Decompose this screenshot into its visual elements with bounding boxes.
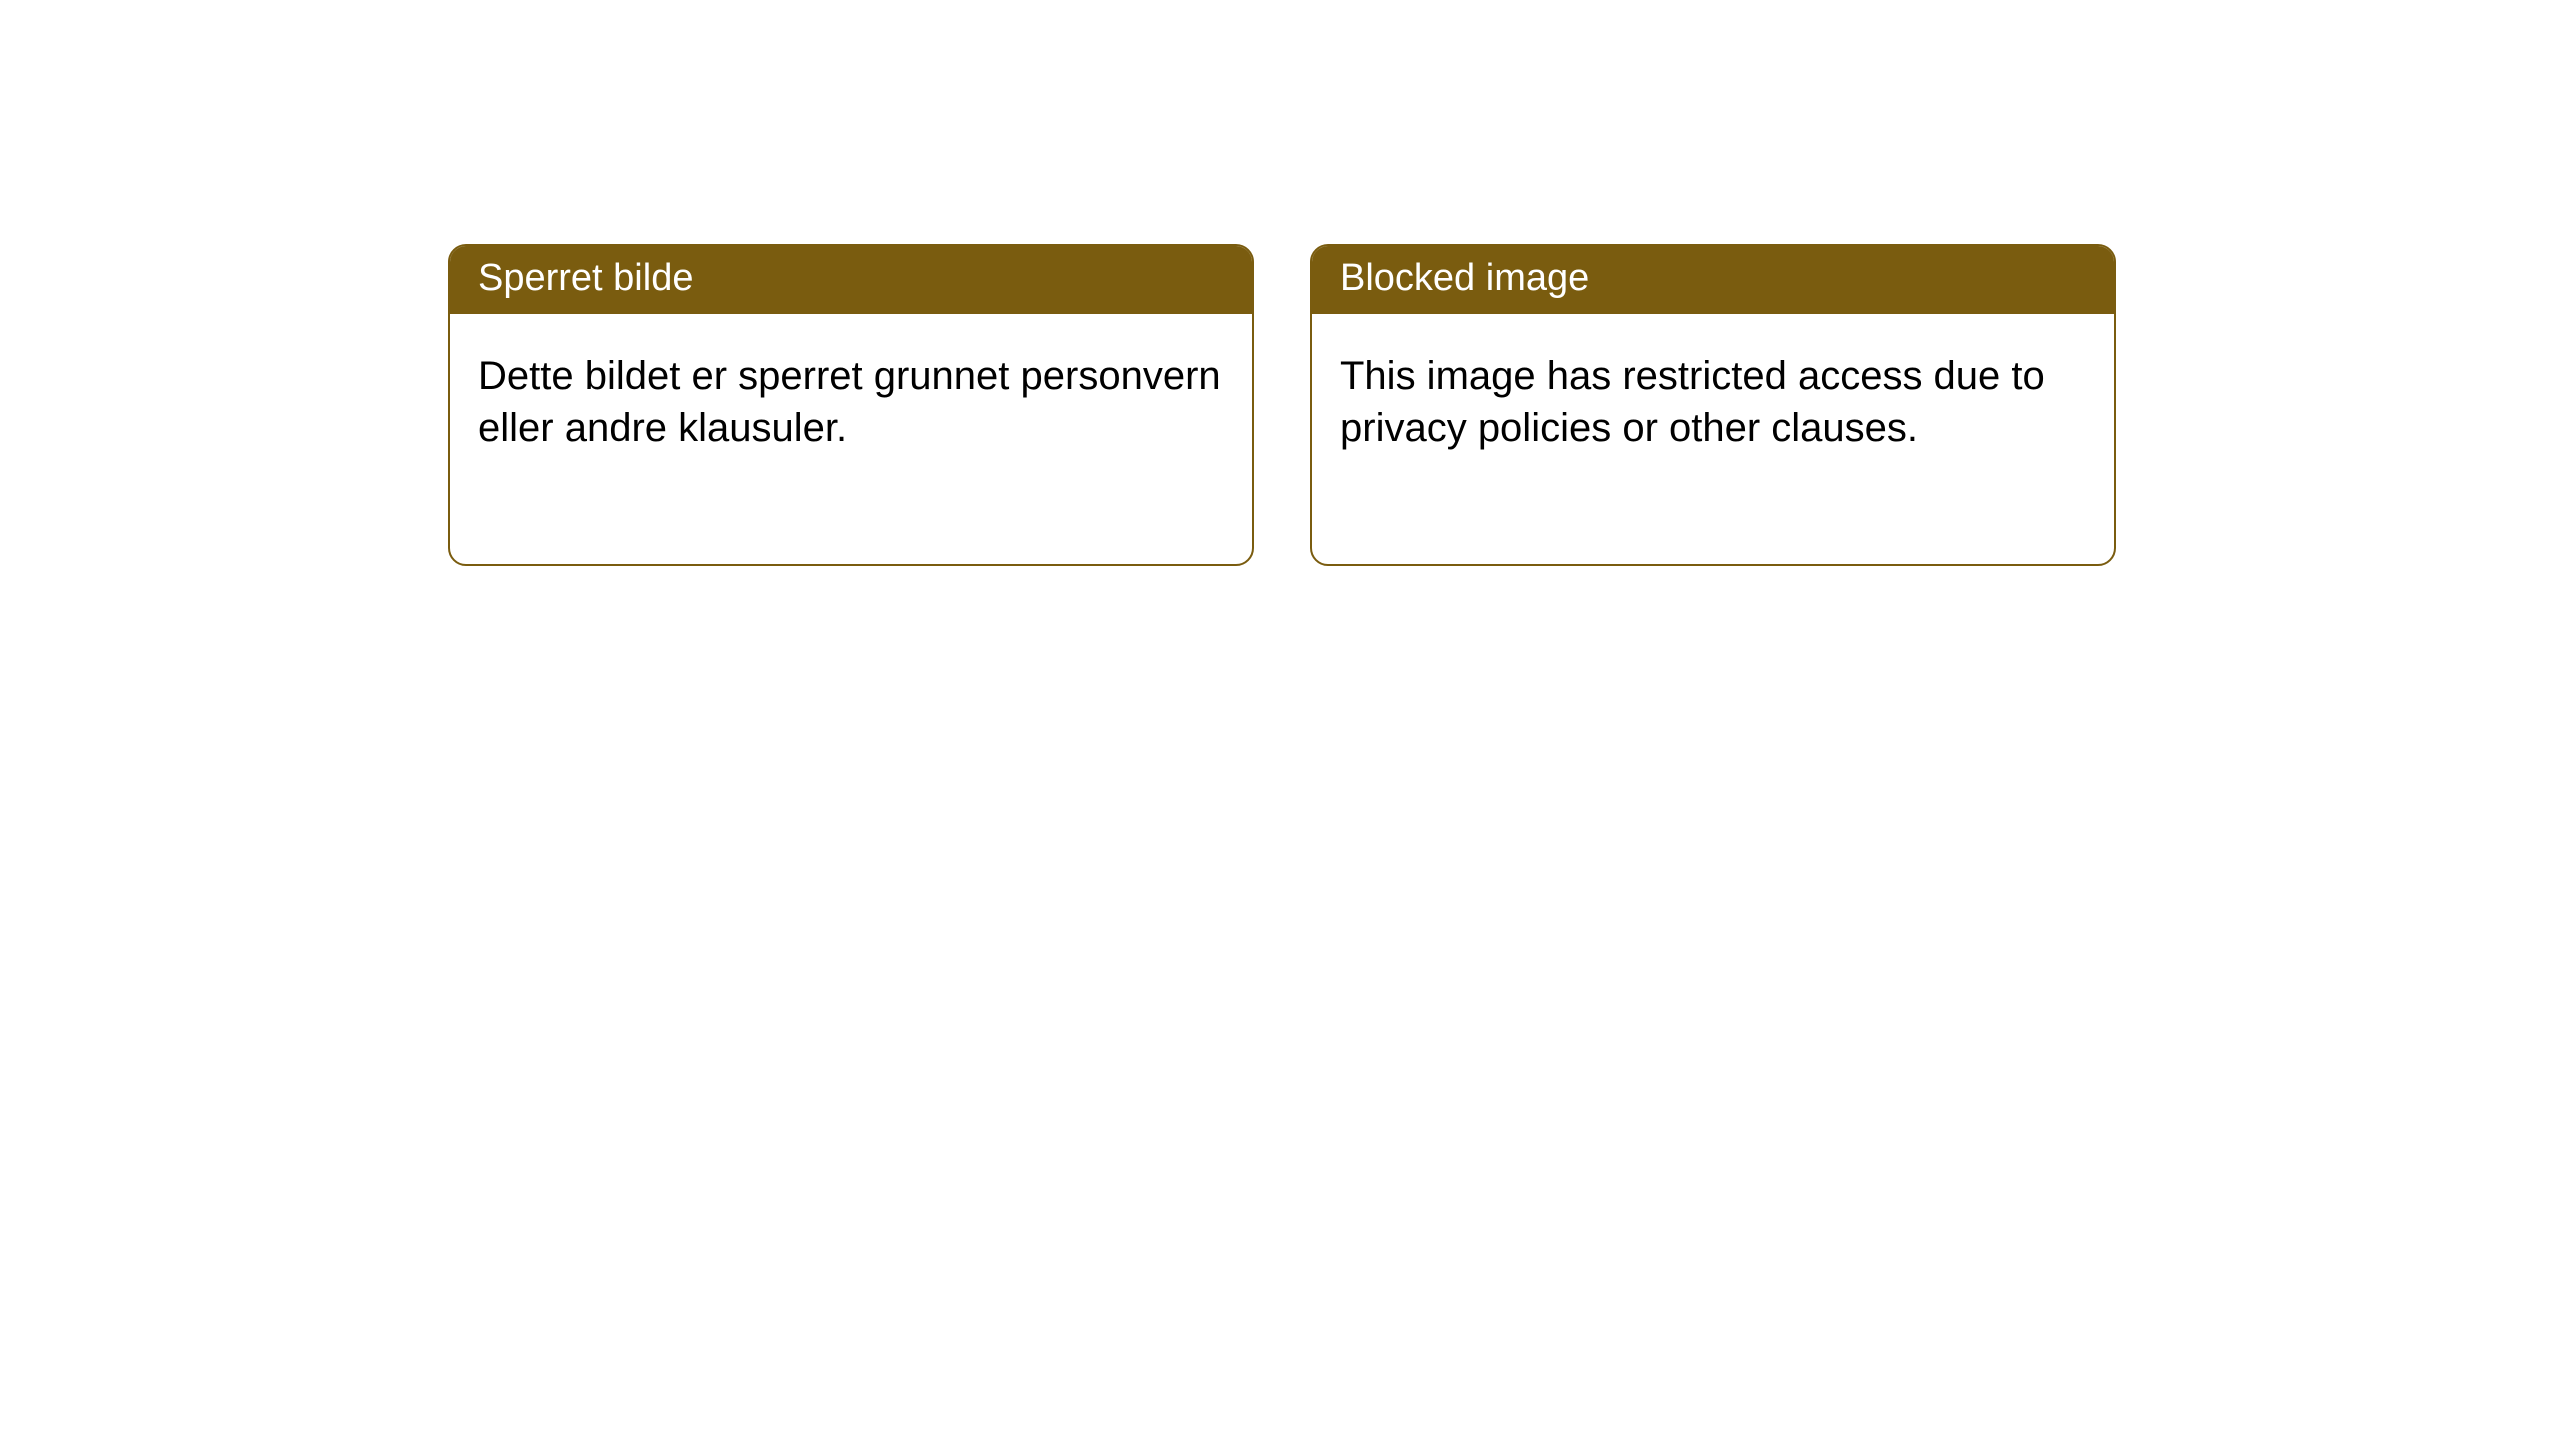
card-header: Blocked image bbox=[1312, 246, 2114, 314]
blocked-image-card-no: Sperret bilde Dette bildet er sperret gr… bbox=[448, 244, 1254, 566]
card-body: This image has restricted access due to … bbox=[1312, 314, 2114, 564]
card-header: Sperret bilde bbox=[450, 246, 1252, 314]
blocked-image-card-en: Blocked image This image has restricted … bbox=[1310, 244, 2116, 566]
card-body: Dette bildet er sperret grunnet personve… bbox=[450, 314, 1252, 564]
notice-cards-row: Sperret bilde Dette bildet er sperret gr… bbox=[0, 0, 2560, 566]
